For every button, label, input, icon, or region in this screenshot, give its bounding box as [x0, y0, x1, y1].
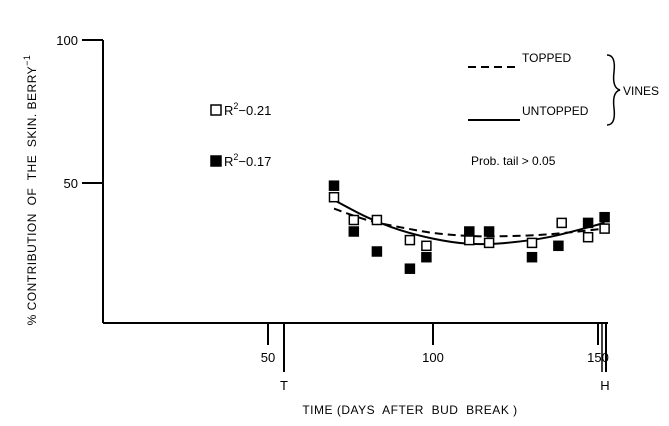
open-square-point-10 — [599, 223, 610, 234]
r2-filled-label: R2−0.17 — [224, 152, 271, 169]
open-square-point-6 — [483, 237, 495, 249]
untopped-fit-curve — [333, 199, 605, 246]
data-points — [328, 180, 610, 274]
legend-open-square-icon — [210, 104, 222, 116]
filled-square-point-7 — [526, 251, 538, 263]
filled-square-point-1 — [348, 226, 360, 237]
filled-square-point-4 — [421, 251, 432, 263]
r2-open-label: R2−0.21 — [224, 101, 271, 118]
open-square-point-2 — [371, 214, 383, 226]
open-square-point-3 — [404, 234, 416, 246]
legend-vines-label: VINES — [623, 84, 659, 98]
probability-annotation: Prob. tail > 0.05 — [471, 154, 556, 168]
open-square-point-8 — [556, 217, 567, 229]
marker-label-h: H — [600, 378, 609, 393]
x-tick-label-100: 100 — [422, 350, 444, 365]
x-tick-label-50: 50 — [261, 350, 275, 365]
open-square-point-0 — [328, 191, 340, 203]
legend-filled-square-icon — [210, 155, 222, 167]
marker-label-t: T — [280, 378, 288, 393]
filled-square-point-6 — [483, 226, 495, 237]
y-axis-title-main: % CONTRIBUTION OF THE SKIN. BERRY — [25, 66, 39, 326]
filled-square-point-9 — [582, 217, 594, 229]
filled-square-point-2 — [371, 246, 383, 257]
y-axis-title: % CONTRIBUTION OF THE SKIN. BERRY−1 — [22, 55, 39, 326]
legend-untopped-label: UNTOPPED — [522, 104, 589, 118]
filled-square-point-10 — [599, 211, 610, 223]
filled-square-point-0 — [328, 180, 340, 191]
open-square-point-4 — [421, 240, 432, 252]
open-square-point-7 — [526, 237, 538, 249]
x-tick-label-150: 150 — [587, 350, 609, 365]
fit-curves — [333, 199, 605, 246]
open-square-point-1 — [348, 214, 360, 226]
legend-topped-label: TOPPED — [522, 51, 571, 65]
filled-square-point-8 — [553, 240, 564, 252]
x-axis-title: TIME (DAYS AFTER BUD BREAK ) — [302, 403, 517, 417]
filled-square-point-5 — [464, 226, 475, 237]
y-tick-label-50: 50 — [64, 176, 78, 191]
legend-brace — [606, 54, 621, 126]
filled-square-point-3 — [404, 263, 416, 274]
topped-fit-curve — [333, 207, 605, 238]
y-tick-label-100: 100 — [56, 33, 78, 48]
y-axis-title-superscript: −1 — [22, 55, 32, 66]
open-square-point-5 — [464, 234, 475, 246]
open-square-point-9 — [582, 231, 594, 243]
